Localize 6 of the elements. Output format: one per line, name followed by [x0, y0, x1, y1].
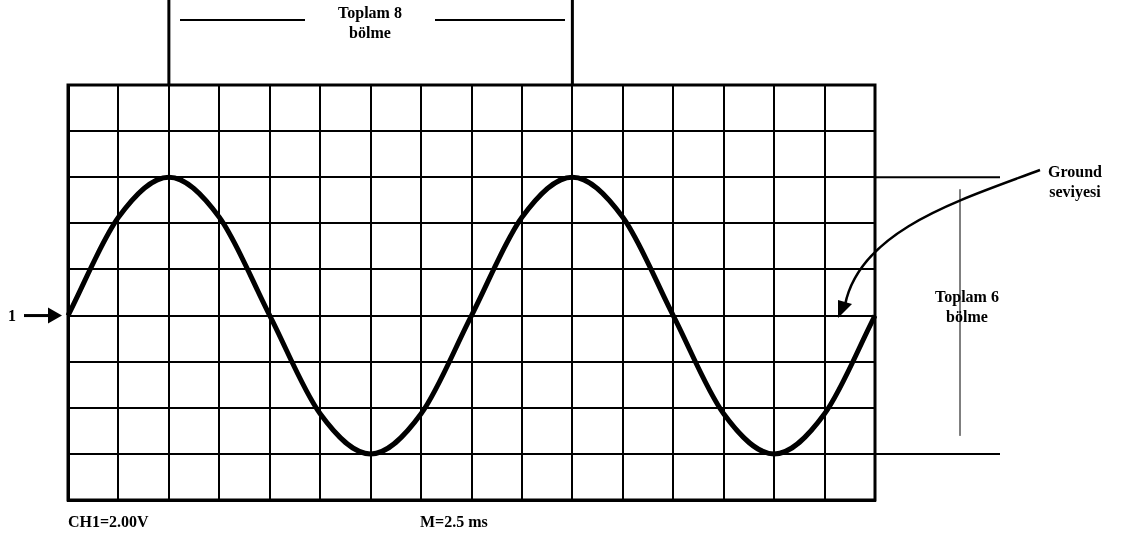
text: Toplam 8 bölme	[337, 3, 403, 43]
text: Ground seviyesi	[1047, 162, 1103, 202]
text: 1	[8, 305, 16, 326]
text: CH1=2.00V	[68, 512, 149, 532]
text: M=2.5 ms	[420, 512, 488, 532]
text: Toplam 6 bölme	[934, 287, 1000, 327]
